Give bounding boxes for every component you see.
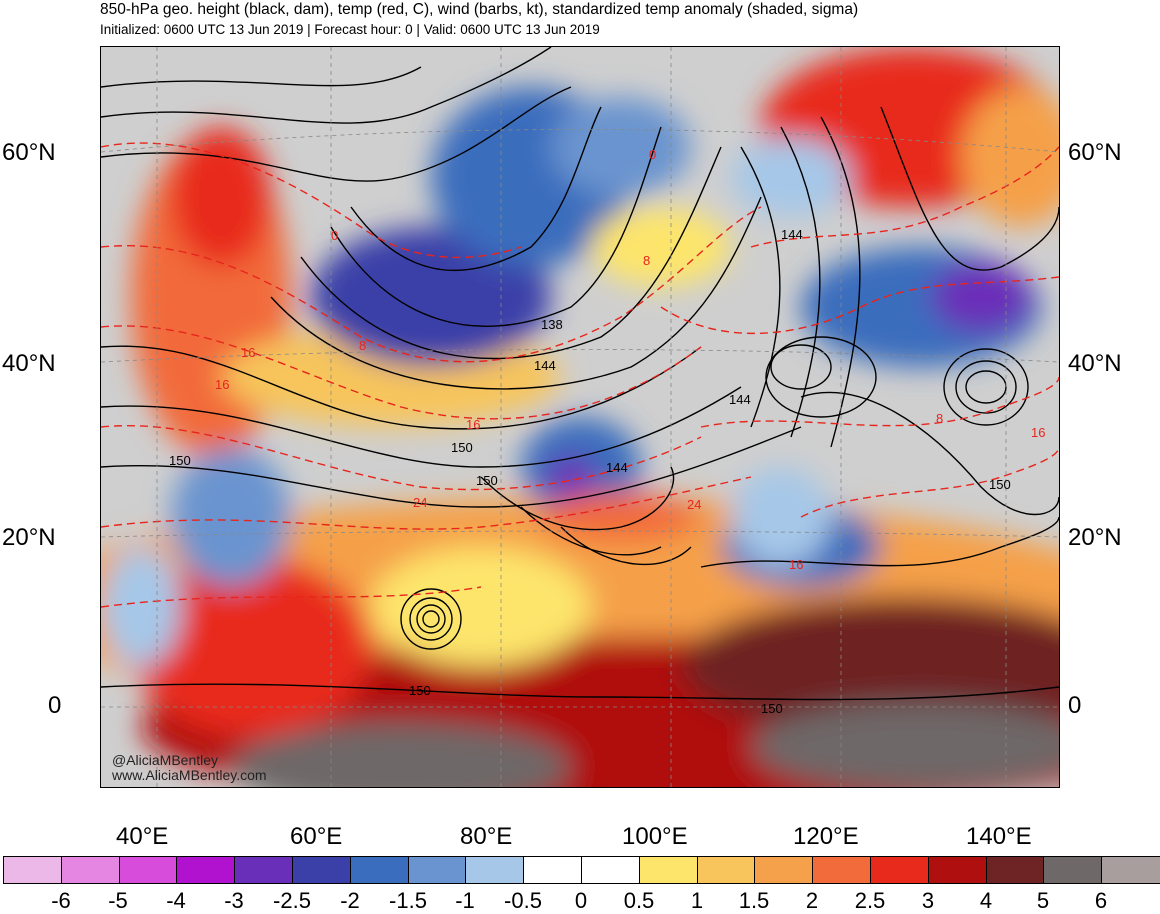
lon-label: 60°E: [290, 823, 343, 850]
colorbar-label: -1: [455, 888, 475, 913]
colorbar-label: -5: [108, 888, 128, 913]
lat-label-left: 20°N: [2, 524, 56, 551]
credit-handle: @AliciaMBentley: [112, 752, 219, 768]
weather-map-canvas: 138 144 144 144 144 150 150 150 150 150 …: [101, 47, 1059, 787]
height-label: 150: [761, 701, 783, 716]
height-label: 150: [409, 683, 431, 698]
colorbar-label: 1: [690, 888, 704, 913]
colorbar-label: -1.5: [389, 888, 427, 913]
colorbar-cell: [697, 857, 756, 883]
colorbar-cell: [870, 857, 929, 883]
colorbar-label: 0.5: [623, 888, 655, 913]
colorbar-cell: [408, 857, 467, 883]
temp-label: 24: [413, 495, 427, 510]
lat-label-left: 60°N: [2, 139, 56, 166]
credit-website: www.AliciaMBentley.com: [112, 767, 267, 783]
contour-labels: 138 144 144 144 144 150 150 150 150 150 …: [169, 147, 1045, 716]
colorbar-cell: [292, 857, 351, 883]
height-label: 144: [781, 227, 803, 242]
colorbar-cell: [4, 857, 62, 883]
lon-label: 100°E: [622, 823, 688, 850]
temp-label: 16: [241, 345, 255, 360]
colorbar-cell: [350, 857, 409, 883]
colorbar-label: 2.5: [854, 888, 886, 913]
colorbar-cell: [986, 857, 1045, 883]
colorbar-cell: [524, 857, 582, 883]
colorbar-cell: [755, 857, 814, 883]
temp-label: 0: [649, 147, 656, 162]
temp-label: 8: [936, 411, 943, 426]
lat-label-right: 60°N: [1068, 139, 1122, 166]
colorbar-cell: [1044, 857, 1103, 883]
map-subtitle: Initialized: 0600 UTC 13 Jun 2019 | Fore…: [100, 22, 600, 37]
lon-label: 80°E: [460, 823, 513, 850]
lat-label-right: 0: [1068, 692, 1082, 719]
colorbar-label: 2: [805, 888, 819, 913]
lat-label-right: 40°N: [1068, 350, 1122, 377]
colorbar-label: 3: [921, 888, 935, 913]
colorbar-cell: [119, 857, 178, 883]
colorbar-label: -2.5: [273, 888, 311, 913]
lon-label: 40°E: [116, 823, 169, 850]
colorbar-label: -3: [224, 888, 244, 913]
colorbar-cell: [466, 857, 525, 883]
lon-label: 140°E: [966, 823, 1032, 850]
temp-label: 16: [466, 417, 480, 432]
temp-label: 16: [1031, 425, 1045, 440]
temp-label: 16: [789, 557, 803, 572]
lat-label-right: 20°N: [1068, 524, 1122, 551]
temp-label: 16: [215, 377, 229, 392]
lat-label-left: 0: [48, 692, 62, 719]
colorbar-label: -0.5: [504, 888, 542, 913]
height-label: 150: [989, 477, 1011, 492]
lat-label-left: 40°N: [2, 350, 56, 377]
height-label: 150: [169, 453, 191, 468]
temp-label: 8: [643, 253, 650, 268]
colorbar-label: -2: [340, 888, 360, 913]
weather-map: 138 144 144 144 144 150 150 150 150 150 …: [100, 46, 1060, 788]
colorbar-cell: [177, 857, 236, 883]
height-contours: [101, 47, 1059, 701]
colorbar-cell: [928, 857, 987, 883]
height-label: 138: [541, 317, 563, 332]
temp-label: 24: [687, 497, 701, 512]
height-label: 144: [729, 392, 751, 407]
colorbar-cell: [235, 857, 293, 883]
anomaly-colorbar: [3, 856, 1160, 884]
colorbar-label: -4: [166, 888, 186, 913]
height-label: 150: [476, 473, 498, 488]
temp-label: 0: [331, 228, 338, 243]
height-label: 150: [451, 440, 473, 455]
colorbar-cell: [639, 857, 698, 883]
map-title: 850-hPa geo. height (black, dam), temp (…: [100, 1, 859, 18]
colorbar-cell: [813, 857, 871, 883]
colorbar-label: 1.5: [738, 888, 770, 913]
colorbar-cell: [581, 857, 640, 883]
temp-label: 8: [359, 338, 366, 353]
colorbar-label: 5: [1036, 888, 1050, 913]
colorbar-cell: [61, 857, 120, 883]
lon-label: 120°E: [793, 823, 859, 850]
colorbar-label: 4: [979, 888, 993, 913]
height-label: 144: [534, 358, 556, 373]
graticule: [101, 47, 1059, 787]
height-label: 144: [606, 460, 628, 475]
colorbar-cell: [1102, 857, 1160, 883]
colorbar-label: -6: [51, 888, 71, 913]
colorbar-label: 0: [574, 888, 588, 913]
colorbar-label: 6: [1094, 888, 1108, 913]
temperature-contours: [101, 142, 1059, 608]
